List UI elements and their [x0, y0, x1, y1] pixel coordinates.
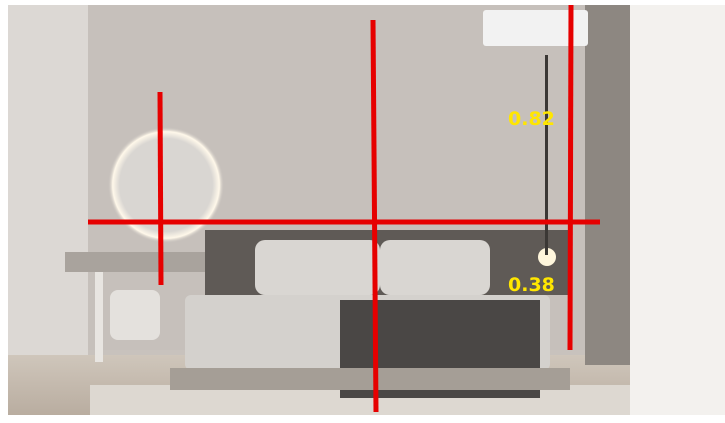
- upper-ratio-label: 0.82: [508, 108, 555, 130]
- right-line: [570, 5, 571, 350]
- left-line: [160, 92, 161, 285]
- center-line: [373, 20, 376, 412]
- annotated-photo: 0.82 0.38: [0, 0, 725, 423]
- lower-ratio-label: 0.38: [508, 274, 555, 296]
- photo: [8, 5, 725, 415]
